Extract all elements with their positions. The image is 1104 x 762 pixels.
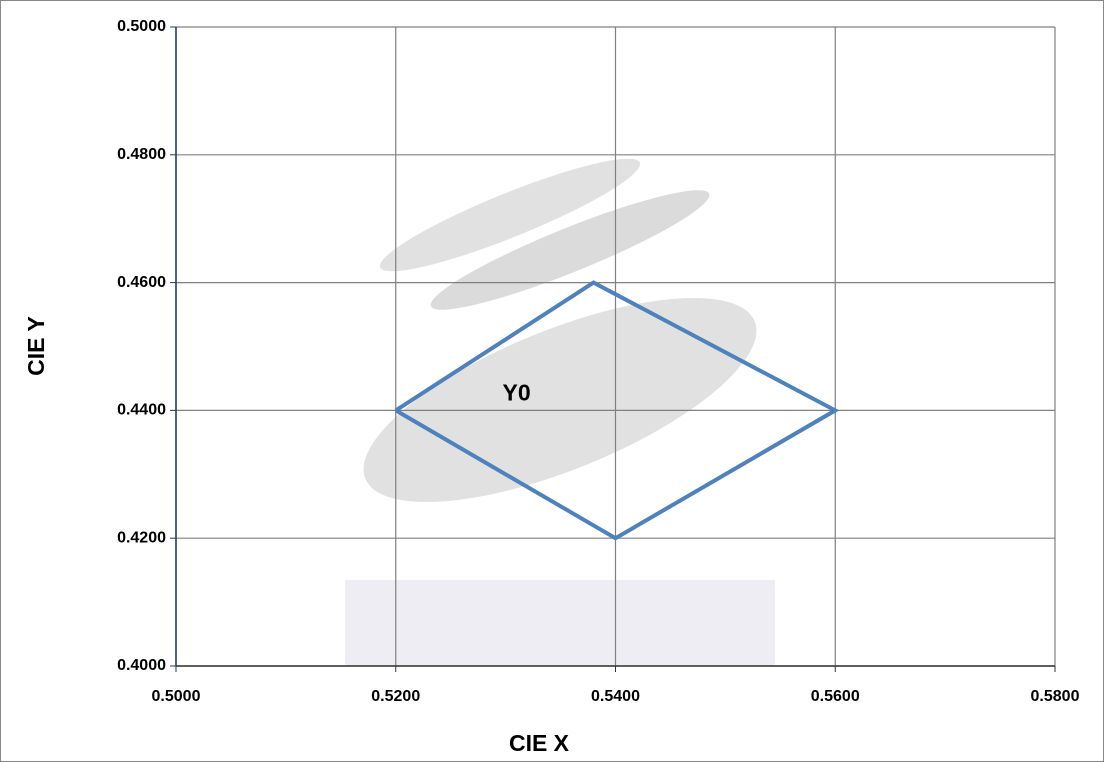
y-tick-label: 0.4200 [117,529,166,546]
series-line [394,280,840,541]
y-tick-label: 0.4600 [117,274,166,291]
x-axis-title: CIE X [509,730,570,756]
y-tick-label: 0.4400 [117,402,166,419]
x-tick-label: 0.5200 [371,688,420,705]
y-tick-label: 0.4800 [117,146,166,163]
x-tick-label: 0.5400 [591,688,640,705]
watermark [345,158,775,665]
y-tick-label: 0.5000 [117,18,166,35]
y-axis-title: CIE Y [23,316,49,376]
x-tick-label: 0.5000 [152,688,201,705]
y-tick-label: 0.4000 [117,657,166,674]
x-tick-label: 0.5600 [811,688,860,705]
annotation: Y0 [503,380,531,406]
x-tick-label: 0.5800 [1031,688,1080,705]
